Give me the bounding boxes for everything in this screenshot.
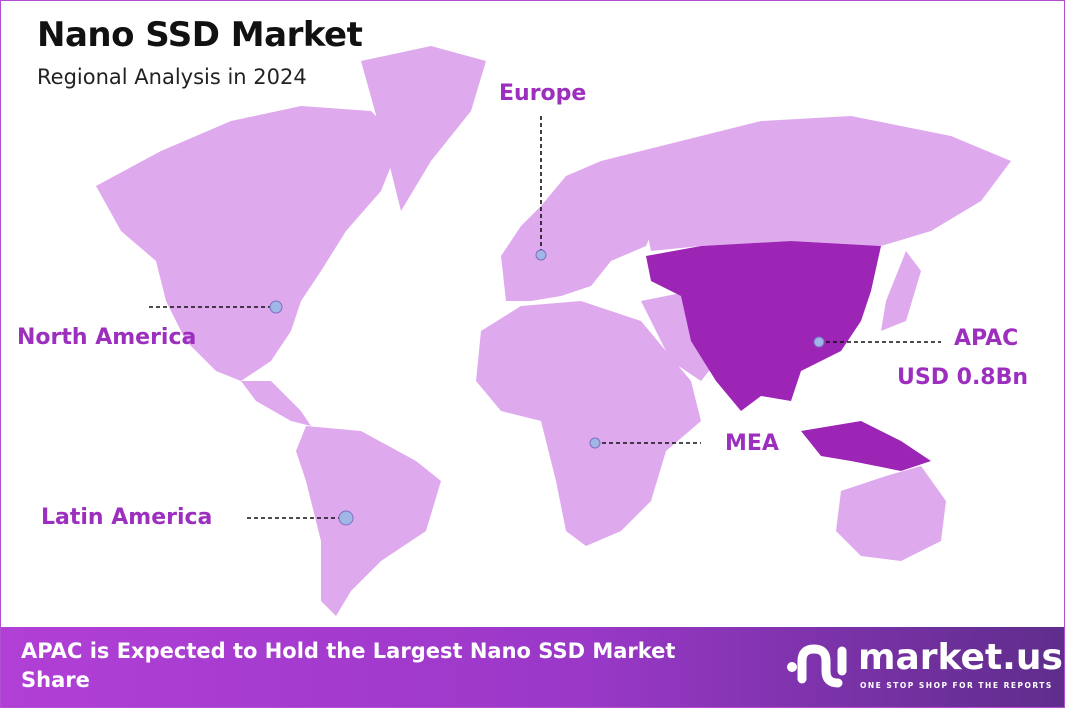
page-subtitle: Regional Analysis in 2024 [37,65,307,89]
logo-tagline: ONE STOP SHOP FOR THE REPORTS [860,681,1053,690]
africa-shape [476,301,701,546]
label-mea: MEA [725,431,779,456]
greenland-shape [361,46,486,211]
logo-wordmark: market.us [858,637,1063,678]
middle-east-shape [641,291,721,381]
latin-america-marker [338,510,354,526]
europe-marker [535,249,547,261]
apac-marker [813,336,825,348]
footer-banner: APAC is Expected to Hold the Largest Nan… [1,627,1064,707]
label-latin-america: Latin America [41,505,213,530]
world-map [96,46,1011,616]
mea-marker [589,437,601,449]
apac-region-shape [646,241,931,471]
australia-shape [836,466,946,561]
page-title: Nano SSD Market [37,15,363,55]
label-europe: Europe [499,81,587,106]
north-america-marker [269,300,283,314]
europe-shape [501,161,661,301]
banner-text: APAC is Expected to Hold the Largest Nan… [21,639,676,692]
russia-shape [601,116,1011,251]
market-us-logo-icon [787,644,847,688]
japan-shape [881,251,921,331]
label-apac-value: USD 0.8Bn [897,365,1029,390]
north-america-shape [96,106,401,381]
central-america-shape [241,381,311,426]
label-north-america: North America [17,325,197,350]
market-us-logo: market.us ONE STOP SHOP FOR THE REPORTS [786,637,1063,693]
label-apac: APAC [954,326,1019,351]
south-america-shape [296,426,441,616]
